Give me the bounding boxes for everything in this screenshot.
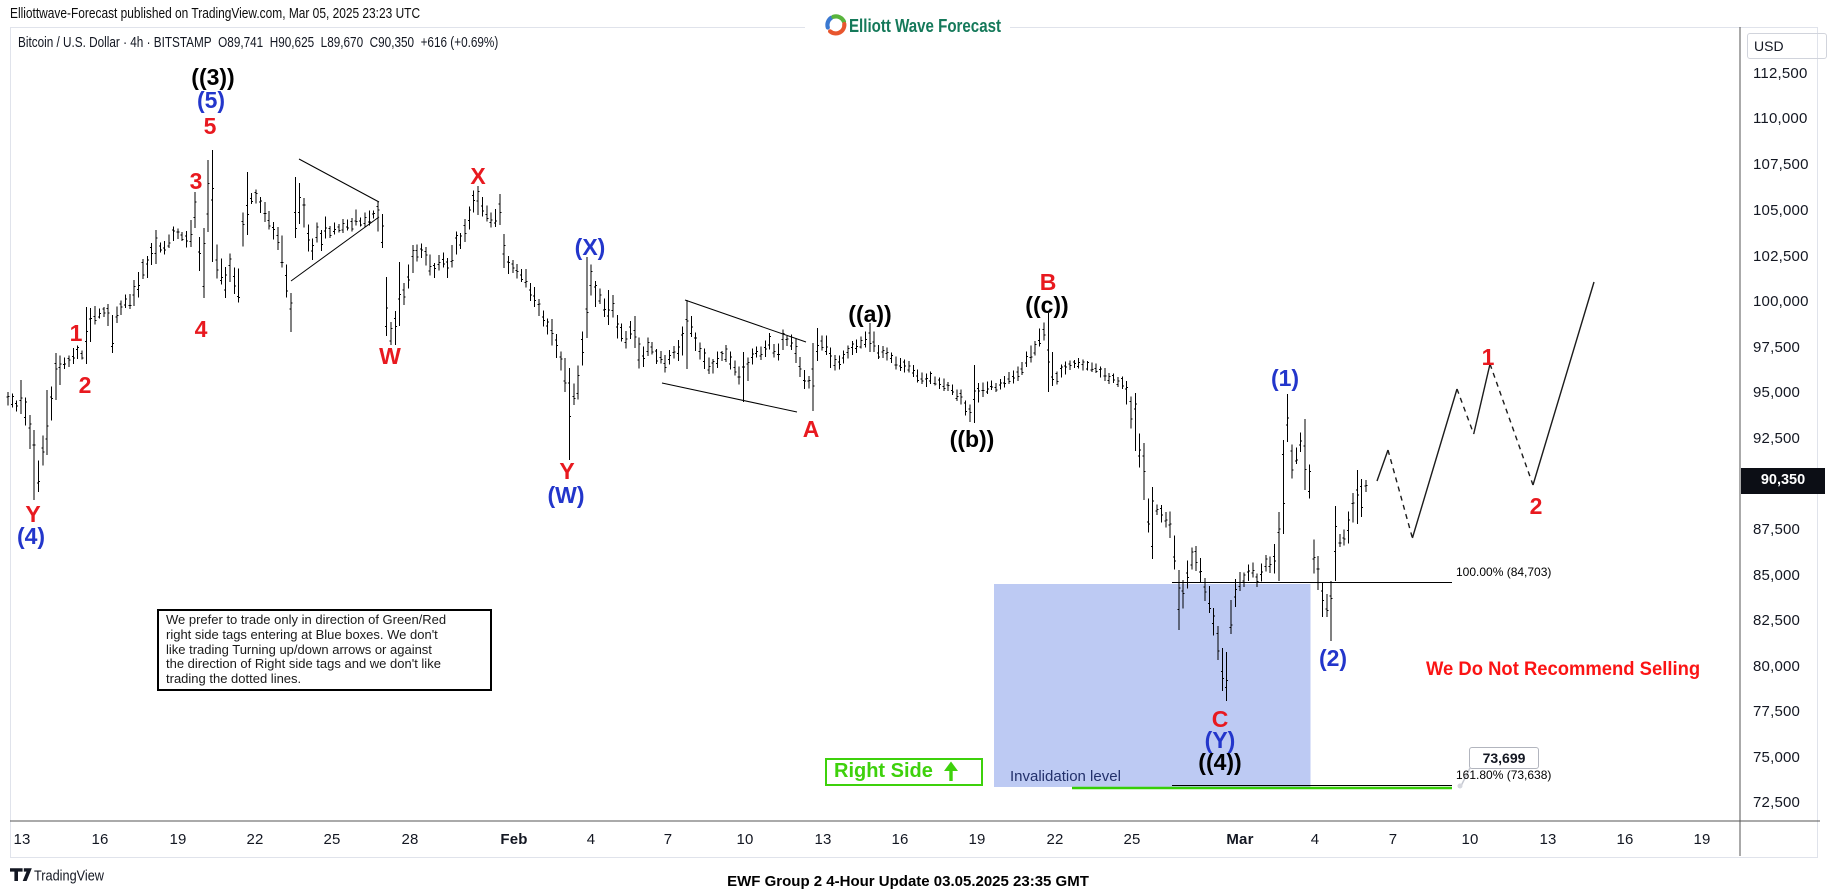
- svg-text:Elliott Wave Forecast: Elliott Wave Forecast: [849, 16, 1001, 36]
- svg-text:TradingView: TradingView: [34, 869, 104, 885]
